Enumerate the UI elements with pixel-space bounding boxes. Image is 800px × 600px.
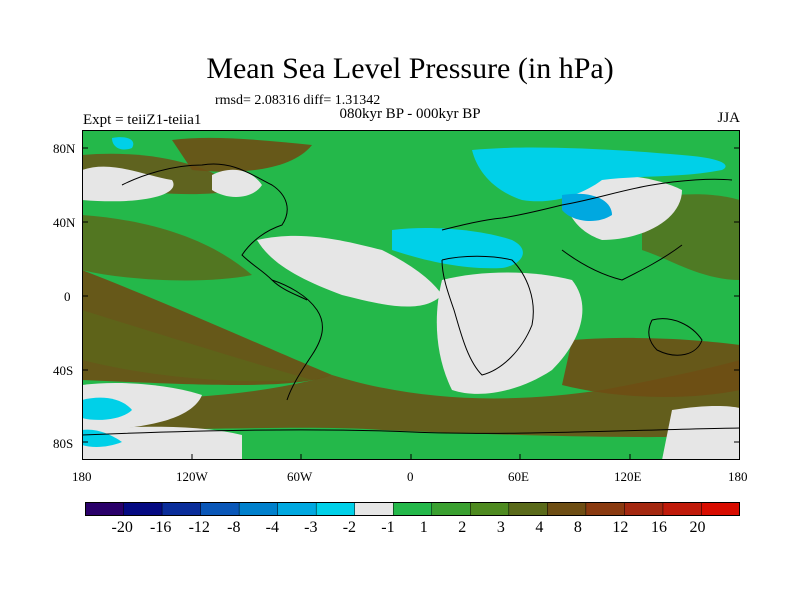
blue-central-asia [562,193,612,222]
colorbar-box [624,502,664,516]
colorbar-box [470,502,510,516]
grey-antarctic-west [82,426,242,460]
period-label: 080kyr BP - 000kyr BP [339,106,481,122]
brown-band-indian-ocean [562,337,740,397]
map-panel [81,130,741,460]
y-tick-80s: 80S [53,436,74,451]
y-tick-40s: 40S [53,363,74,378]
grey-alaska [82,166,174,202]
coast-south-america [271,279,323,401]
cyan-arctic-small [112,137,134,150]
colorbar [85,502,740,516]
colorbar-box [238,502,279,516]
coast-north-america [121,163,308,301]
colorbar-label: 16 [650,519,667,536]
colorbar-box [508,502,549,516]
x-tick-60e: 60E [508,469,529,484]
y-tick-0: 0 [64,289,71,304]
coast-south-asia [561,244,683,281]
y-tick-80n: 80N [53,141,76,156]
colorbar-box [85,502,125,516]
x-tick-180-left: 180 [72,469,92,484]
x-tick-60w: 60W [287,469,313,484]
olive-band-south-pacific [82,310,312,382]
pressure-map [81,130,741,460]
coast-africa [441,255,534,376]
colorbar-box [585,502,626,516]
colorbar-box [277,502,317,516]
cyan-mediterranean [392,228,523,269]
experiment-label: Expt = teiiZ1-teiia1 [83,112,202,128]
colorbar-label: 1 [419,519,428,536]
grey-canada [212,169,262,197]
brown-band-southern-ocean [82,360,740,438]
y-tick-40n: 40N [53,215,76,230]
tick-marks [82,147,740,460]
colorbar-box [392,502,433,516]
grey-tropical-atlantic [257,235,442,307]
colorbar-label: -1 [381,519,395,536]
x-tick-0: 0 [407,469,414,484]
colorbar-label: -20 [111,519,133,536]
chart-title: Mean Sea Level Pressure (in hPa) [206,52,614,85]
colorbar-box [662,502,703,516]
colorbar-label: 12 [612,519,629,536]
grey-antarctic-east [662,405,740,460]
colorbar-label: 4 [535,519,544,536]
season-label: JJA [717,110,740,126]
colorbar-box [431,502,472,516]
x-tick-120e: 120E [614,469,642,484]
grey-asia [562,174,682,240]
olive-band-north-pacific [82,215,252,281]
colorbar-label: -8 [227,519,241,536]
colorbar-box [123,502,163,516]
colorbar-label: 3 [496,519,505,536]
colorbar-box [200,502,240,516]
stats-label: rmsd= 2.08316 diff= 1.31342 [215,93,381,108]
x-tick-120w: 120W [176,469,208,484]
cyan-antarctic [82,429,122,447]
colorbar-label: 8 [573,519,582,536]
coast-antarctica [81,427,741,436]
x-tick-180-right: 180 [728,469,748,484]
cyan-south-pacific [82,397,132,420]
colorbar-box [354,502,394,516]
colorbar-box [701,502,740,516]
colorbar-label: 20 [689,519,706,536]
colorbar-label: -4 [265,519,279,536]
colorbar-label: -2 [342,519,357,536]
colorbar-label: 2 [458,519,467,536]
colorbar-label: -12 [188,519,210,536]
coast-eurasia-north [441,178,733,231]
brown-greenland [172,137,312,172]
colorbar-box [547,502,587,516]
coastlines [81,163,741,436]
colorbar-label: -16 [150,519,172,536]
coast-australia [648,318,703,356]
colorbar-box [161,502,202,516]
cyan-arctic-eurasia [472,147,726,202]
colorbar-label: -3 [304,519,318,536]
colorbar-box [315,502,356,516]
